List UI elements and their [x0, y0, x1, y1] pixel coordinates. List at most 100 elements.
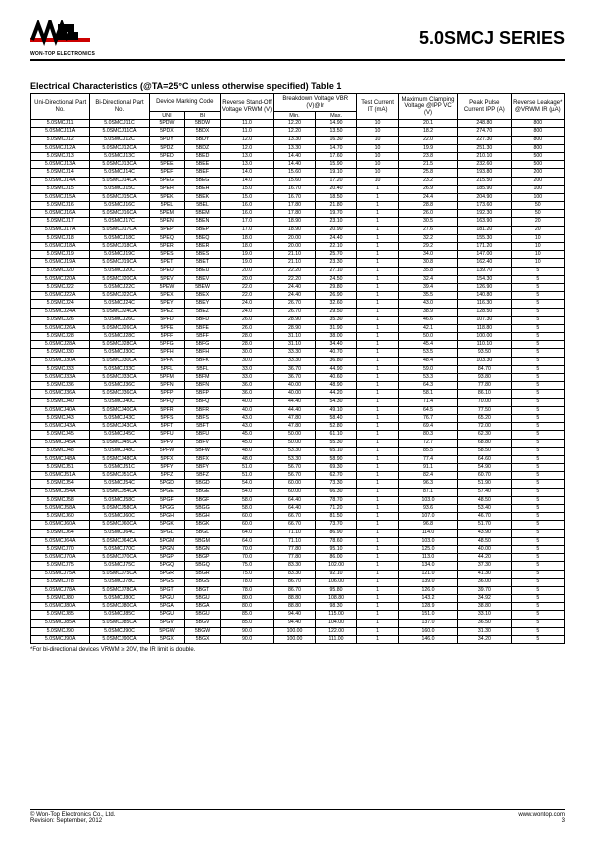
- table-cell: 5.0SMCJ51A: [31, 472, 90, 480]
- table-cell: 26.70: [274, 308, 316, 316]
- table-cell: 5.0SMCJ45A: [31, 439, 90, 447]
- table-cell: 10: [511, 251, 564, 259]
- table-cell: 5.0SMCJ58C: [90, 496, 149, 504]
- table-cell: 1: [357, 226, 399, 234]
- table-cell: 5.0SMCJ20A: [31, 275, 90, 283]
- table-cell: 30.0: [220, 349, 273, 357]
- table-cell: 5.0SMCJ13CA: [90, 161, 149, 169]
- table-cell: 5BGD: [185, 480, 221, 488]
- table-cell: 5.0SMCJ75: [31, 562, 90, 570]
- table-cell: 1: [357, 316, 399, 324]
- table-cell: 5BEF: [185, 169, 221, 177]
- table-cell: 5PGP: [149, 554, 185, 562]
- table-cell: 5BEW: [185, 283, 221, 291]
- table-cell: 5BFF: [185, 333, 221, 341]
- table-cell: 38.9: [398, 308, 457, 316]
- table-row: 5.0SMCJ75A5.0SMCJ75CA5PGR5BGR75.083.3092…: [31, 570, 565, 578]
- table-cell: 5: [511, 357, 564, 365]
- table-cell: 5BDW: [185, 120, 221, 128]
- table-cell: 5.0SMCJ22: [31, 283, 90, 291]
- table-cell: 5BGV: [185, 619, 221, 627]
- table-cell: 134.0: [398, 562, 457, 570]
- table-cell: 181.20: [458, 226, 511, 234]
- table-cell: 15.60: [274, 169, 316, 177]
- table-cell: 19.9: [398, 144, 457, 152]
- table-cell: 5PEW: [149, 283, 185, 291]
- table-cell: 1: [357, 578, 399, 586]
- table-cell: 5: [511, 365, 564, 373]
- table-cell: 87.1: [398, 488, 457, 496]
- table-cell: 1: [357, 234, 399, 242]
- table-row: 5.0SMCJ15A5.0SMCJ15CA5PEK5BEK15.016.7018…: [31, 193, 565, 201]
- table-row: 5.0SMCJ28A5.0SMCJ28CA5PFG5BFG28.031.1034…: [31, 341, 565, 349]
- table-cell: 68.80: [458, 439, 511, 447]
- table-cell: 27.10: [315, 267, 357, 275]
- table-cell: 43.90: [458, 529, 511, 537]
- table-cell: 500: [511, 152, 564, 160]
- table-cell: 1: [357, 513, 399, 521]
- table-cell: 5BFP: [185, 390, 221, 398]
- table-cell: 54.30: [315, 398, 357, 406]
- table-cell: 103.0: [398, 537, 457, 545]
- table-cell: 5.0SMCJ26A: [31, 324, 90, 332]
- table-cell: 47.80: [274, 423, 316, 431]
- table-row: 5.0SMCJ18A5.0SMCJ18CA5PER5BER18.020.0022…: [31, 243, 565, 251]
- table-cell: 28.0: [220, 333, 273, 341]
- table-cell: 5PGA: [149, 603, 185, 611]
- table-cell: 5PGF: [149, 496, 185, 504]
- table-cell: 5PFY: [149, 464, 185, 472]
- table-cell: 5.0SMCJ19C: [90, 251, 149, 259]
- table-cell: 93.80: [458, 374, 511, 382]
- table-cell: 20.90: [315, 226, 357, 234]
- table-cell: 96.3: [398, 480, 457, 488]
- table-title: Electrical Characteristics (@TA=25°C unl…: [30, 81, 565, 91]
- table-row: 5.0SMCJ185.0SMCJ18C5PEQ5BEQ18.020.0024.4…: [31, 234, 565, 242]
- table-cell: 5: [511, 627, 564, 635]
- table-row: 5.0SMCJ33A5.0SMCJ33CA5PFM5BFM33.036.7040…: [31, 374, 565, 382]
- table-cell: 85.0: [220, 619, 273, 627]
- table-cell: 34.92: [458, 595, 511, 603]
- table-cell: 24.40: [274, 292, 316, 300]
- table-cell: 5.0SMCJ60: [31, 513, 90, 521]
- table-cell: 5.0SMCJ11C: [90, 120, 149, 128]
- table-cell: 13.0: [220, 152, 273, 160]
- col-clamp: Maximum Clamping Voltage @IPP VC (V): [398, 94, 457, 120]
- table-cell: 12.20: [274, 120, 316, 128]
- table-cell: 23.10: [315, 218, 357, 226]
- table-cell: 500: [511, 161, 564, 169]
- table-cell: 5PGQ: [149, 562, 185, 570]
- table-cell: 1: [357, 251, 399, 259]
- table-cell: 16.70: [274, 193, 316, 201]
- table-cell: 5.0SMCJ13: [31, 152, 90, 160]
- table-cell: 19.70: [315, 210, 357, 218]
- table-cell: 5BGN: [185, 545, 221, 553]
- table-cell: 800: [511, 136, 564, 144]
- table-cell: 126.0: [398, 586, 457, 594]
- table-cell: 185.90: [458, 185, 511, 193]
- table-cell: 5.0SMCJ11A: [31, 128, 90, 136]
- table-cell: 40.00: [274, 382, 316, 390]
- col-bi: Bi-Directional Part No.: [90, 94, 149, 120]
- table-cell: 1: [357, 259, 399, 267]
- table-cell: 128.50: [458, 308, 511, 316]
- table-cell: 94.40: [274, 611, 316, 619]
- table-cell: 171.20: [458, 243, 511, 251]
- table-cell: 78.70: [315, 496, 357, 504]
- table-cell: 1: [357, 341, 399, 349]
- table-cell: 1: [357, 292, 399, 300]
- table-cell: 5.0SMCJ60CA: [90, 521, 149, 529]
- table-cell: 73.30: [315, 480, 357, 488]
- table-row: 5.0SMCJ85A5.0SMCJ85CA5PGV5BGV85.094.4010…: [31, 619, 565, 627]
- table-cell: 69.4: [398, 423, 457, 431]
- table-cell: 5.0SMCJ17: [31, 218, 90, 226]
- table-cell: 65.20: [458, 414, 511, 422]
- table-cell: 17.80: [274, 202, 316, 210]
- table-cell: 5PFQ: [149, 398, 185, 406]
- table-cell: 17.0: [220, 226, 273, 234]
- table-cell: 5BDZ: [185, 144, 221, 152]
- table-cell: 60.00: [274, 480, 316, 488]
- table-row: 5.0SMCJ48A5.0SMCJ48CA5PFX5BFX48.053.3058…: [31, 455, 565, 463]
- table-cell: 102.00: [315, 562, 357, 570]
- table-cell: 5BES: [185, 251, 221, 259]
- table-cell: 5.0SMCJ45CA: [90, 439, 149, 447]
